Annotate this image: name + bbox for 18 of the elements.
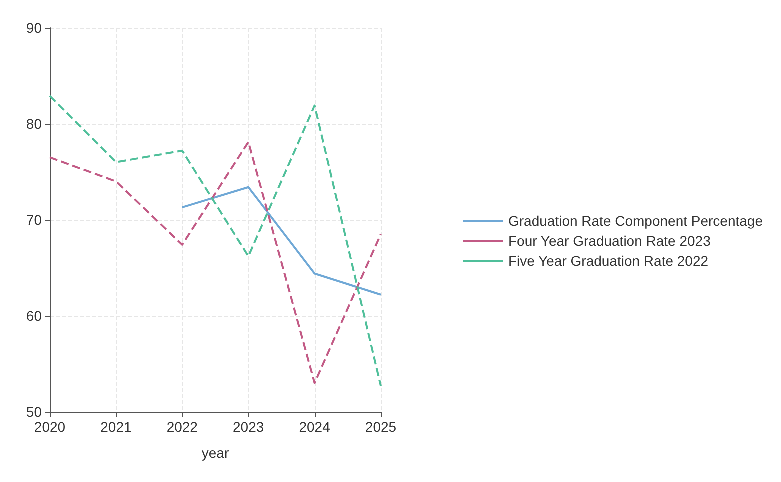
x-tick-label: 2020: [34, 419, 66, 435]
x-axis-title: year: [202, 445, 230, 461]
x-tick-label: 2022: [166, 419, 198, 435]
line-series: [181, 186, 382, 296]
legend-label: Graduation Rate Component Percentage: [508, 213, 764, 229]
y-tick-label: 50: [26, 404, 42, 420]
legend-label: Five Year Graduation Rate 2022: [508, 253, 709, 269]
y-tick-label: 60: [26, 308, 42, 324]
x-tick-label: 2023: [233, 419, 264, 435]
y-tick-label: 90: [26, 20, 42, 36]
legend-label: Four Year Graduation Rate 2023: [508, 233, 712, 249]
x-tick-label: 2025: [365, 419, 397, 435]
line-series: [49, 95, 382, 388]
line-series: [49, 141, 382, 384]
y-tick-label: 80: [26, 116, 42, 132]
y-tick-label: 70: [26, 212, 42, 228]
x-tick-label: 2021: [100, 419, 132, 435]
x-tick-label: 2024: [299, 419, 331, 435]
